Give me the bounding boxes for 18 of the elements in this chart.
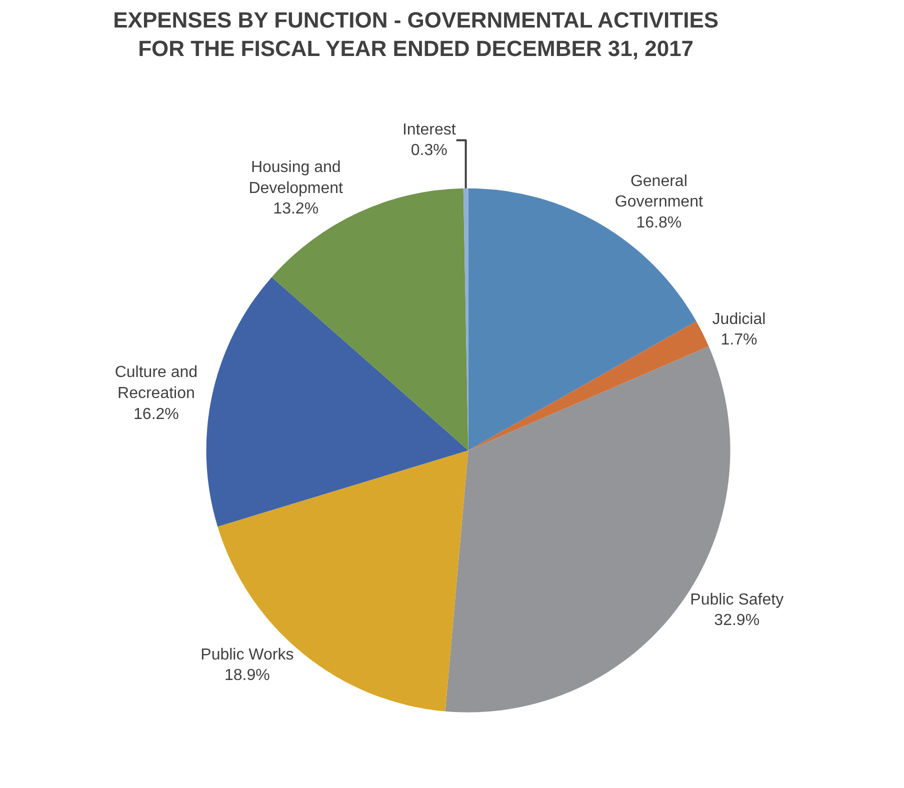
slice-label: Housing and Development bbox=[248, 159, 344, 197]
data-label: 0.3% bbox=[410, 142, 448, 160]
slice-label: Judicial bbox=[712, 310, 766, 328]
pie-slice bbox=[468, 321, 709, 450]
data-label: 1.7% bbox=[720, 332, 758, 349]
data-label: 16.8% bbox=[636, 214, 682, 232]
data-label: 32.9% bbox=[714, 612, 760, 630]
pie-slice bbox=[206, 277, 468, 527]
data-label: 13.2% bbox=[273, 200, 319, 218]
slice-label: Interest bbox=[402, 121, 456, 138]
data-label: 16.2% bbox=[134, 406, 179, 423]
slice-label: General Government bbox=[614, 172, 704, 211]
pie-slice bbox=[463, 188, 468, 450]
slice-label: Culture and Recreation bbox=[114, 364, 198, 402]
chart-title: EXPENSES BY FUNCTION - GOVERNMENTAL ACTIVITIES FOR THE FISCAL YEAR ENDED DECEMBER 31, 2017 bbox=[113, 8, 719, 62]
slice-label: Public Works bbox=[200, 646, 294, 664]
data-label: 18.9% bbox=[224, 667, 270, 684]
slice-label: Public Safety bbox=[690, 591, 784, 608]
